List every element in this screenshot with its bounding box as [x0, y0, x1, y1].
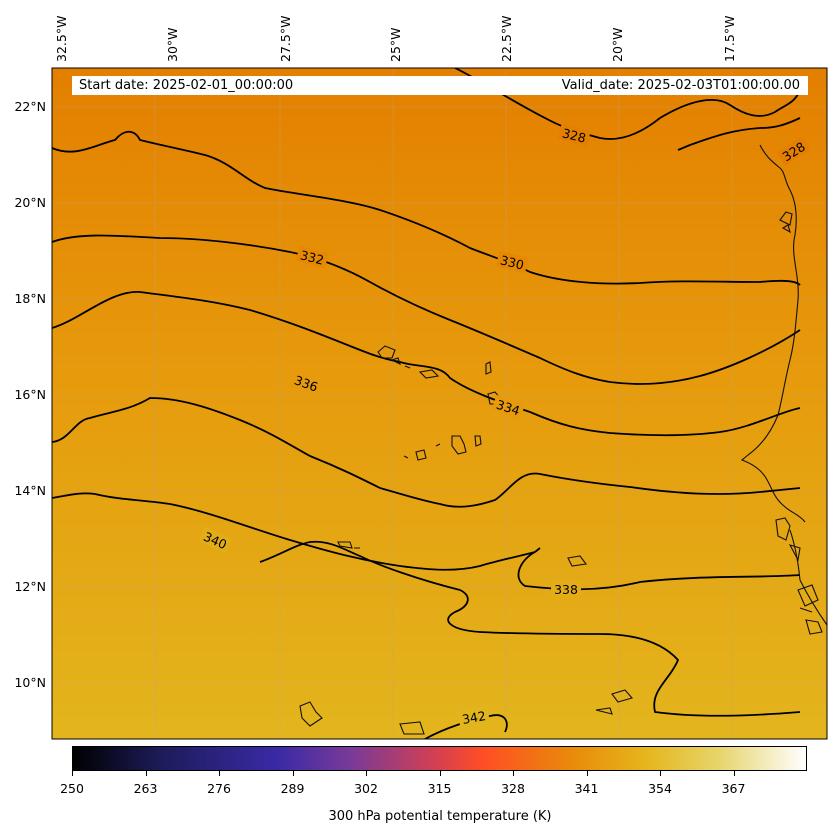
contour-338: [52, 492, 801, 591]
lat-label: 16°N: [14, 387, 46, 402]
colorbar-tick-label: 341: [574, 781, 599, 796]
contour-340: [259, 540, 801, 717]
start-date-text: Start date: 2025-02-01_00:00:00: [79, 78, 294, 93]
colorbar-tick: [292, 771, 294, 776]
contour-label: 328: [561, 125, 588, 145]
colorbar-tick-label: 315: [427, 781, 452, 796]
colorbar-tick-label: 289: [280, 781, 305, 796]
colorbar-title: 300 hPa potential temperature (K): [328, 809, 552, 824]
lon-label: 25°W: [388, 27, 403, 62]
valid-date-text: Valid_date: 2025-02-03T01:00:00.00: [561, 78, 800, 93]
lat-label: 10°N: [14, 675, 46, 690]
lat-label: 22°N: [14, 99, 46, 114]
southern-islands: [299, 541, 633, 735]
colorbar: [72, 746, 807, 771]
lat-label: 14°N: [14, 483, 46, 498]
contour-lines: [52, 68, 801, 739]
colorbar-tick: [660, 771, 661, 776]
contour-336: [52, 397, 801, 508]
canary-islands: [779, 211, 793, 234]
colorbar-tick-label: 263: [133, 781, 158, 796]
temperature-field: [52, 68, 827, 739]
colorbar-tick: [513, 771, 514, 776]
contour-label: 330: [499, 252, 526, 272]
contour-label: 332: [299, 247, 326, 267]
contour-334: [52, 291, 801, 437]
colorbar-tick: [586, 771, 588, 776]
colorbar-tick-label: 354: [648, 781, 672, 796]
colorbar-tick-label: 367: [721, 781, 746, 796]
lat-label: 12°N: [14, 579, 46, 594]
contour-labels: 328 328 332 330 336 334 340 338 342: [198, 123, 811, 728]
colorbar-ticks: 250 263 276 289 302 315 328 341 354 367: [0, 771, 837, 801]
lat-label: 18°N: [14, 291, 46, 306]
colorbar-tick: [733, 771, 735, 776]
colorbar-tick-label: 302: [354, 781, 378, 796]
colorbar-tick: [72, 771, 73, 776]
map-frame: [51, 67, 828, 740]
contour-label: 342: [461, 708, 487, 727]
lon-label: 32.5°W: [54, 16, 69, 62]
graticule: [52, 68, 827, 739]
lon-label: 20°W: [610, 27, 625, 62]
contour-332: [52, 234, 801, 385]
colorbar-tick-label: 328: [501, 781, 525, 796]
bijagos-islands: [775, 517, 823, 635]
contour-328-east: [677, 117, 801, 151]
latitude-labels: 22°N 20°N 18°N 16°N 14°N 12°N 10°N: [14, 99, 46, 690]
colorbar-tick: [145, 771, 147, 776]
lon-label: 22.5°W: [499, 16, 514, 62]
lon-label: 17.5°W: [722, 16, 737, 62]
contour-label: 338: [554, 582, 578, 597]
longitude-labels: 32.5°W 30°W 27.5°W 25°W 22.5°W 20°W 17.5…: [54, 16, 737, 62]
cape-verde-north: [377, 345, 492, 379]
colorbar-tick-label: 276: [207, 781, 231, 796]
colorbar-tick: [366, 771, 367, 776]
contour-330: [52, 130, 801, 286]
contour-328: [454, 68, 801, 140]
colorbar-tick: [219, 771, 220, 776]
africa-coastline: [740, 144, 827, 626]
colorbar-tick: [439, 771, 441, 776]
lat-label: 20°N: [14, 195, 46, 210]
colorbar-tick-label: 250: [60, 781, 84, 796]
lon-label: 27.5°W: [278, 16, 293, 62]
lon-label: 30°W: [165, 27, 180, 62]
date-header: [72, 76, 808, 95]
contour-342: [424, 714, 508, 739]
contour-label: 334: [494, 397, 521, 419]
